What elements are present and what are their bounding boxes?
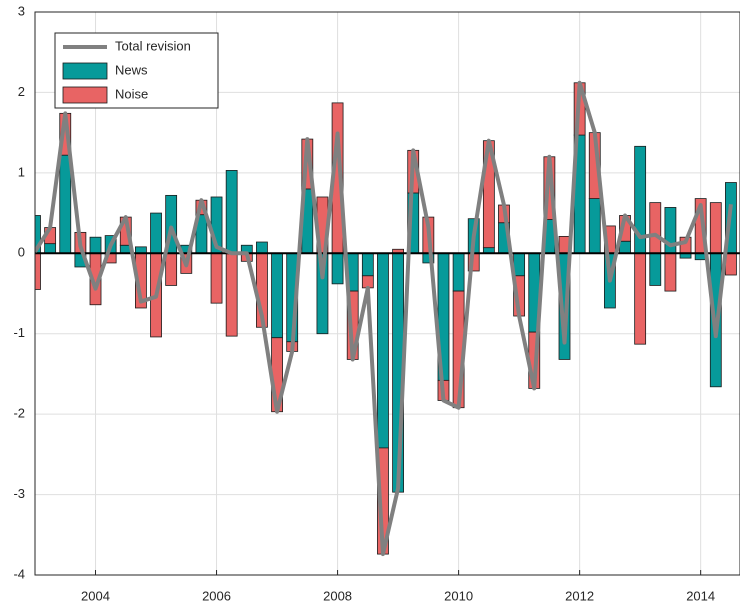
bar (650, 203, 661, 254)
bar (332, 253, 343, 284)
bar (226, 170, 237, 253)
y-tick-label: -2 (13, 406, 25, 421)
bar (60, 155, 71, 253)
bar (665, 253, 676, 291)
bar (256, 242, 267, 253)
legend-label: News (115, 62, 148, 77)
y-tick-label: 2 (18, 84, 25, 99)
bar (377, 253, 388, 448)
legend-label: Noise (115, 86, 148, 101)
y-tick-label: -1 (13, 325, 25, 340)
bar (166, 253, 177, 285)
bar (514, 253, 525, 276)
bar (650, 253, 661, 285)
bar (211, 253, 222, 303)
legend-label: Total revision (115, 38, 191, 53)
y-tick-label: 3 (18, 3, 25, 18)
bar (453, 253, 464, 291)
bar (151, 213, 162, 253)
x-tick-label: 2010 (444, 588, 473, 603)
y-tick-label: 0 (18, 245, 25, 260)
bar (620, 241, 631, 253)
x-tick-label: 2004 (81, 588, 110, 603)
legend-swatch (63, 63, 107, 79)
bar (226, 253, 237, 336)
bar (710, 203, 721, 254)
legend-swatch (63, 87, 107, 103)
legend: Total revision News Noise (55, 33, 218, 108)
bar (725, 253, 736, 275)
bar (90, 237, 101, 253)
y-tick-label: 1 (18, 164, 25, 179)
x-tick-label: 2008 (323, 588, 352, 603)
x-tick-label: 2006 (202, 588, 231, 603)
bar (362, 253, 373, 276)
plot-area (30, 83, 740, 554)
y-tick-label: -3 (13, 486, 25, 501)
x-tick-label: 2014 (686, 588, 715, 603)
bar (589, 199, 600, 254)
bar (272, 253, 283, 337)
x-tick-label: 2012 (565, 588, 594, 603)
bar (45, 244, 56, 254)
y-tick-label: -4 (13, 566, 25, 581)
bar (635, 253, 646, 344)
